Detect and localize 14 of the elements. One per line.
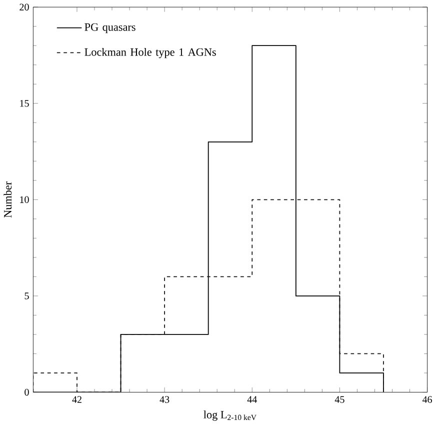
y-tick-label: 10	[20, 196, 29, 203]
y-tick-label: 0	[24, 388, 29, 396]
legend-label: PG quasars	[84, 23, 136, 33]
y-tick-label: 15	[20, 100, 29, 107]
x-tick-label: 43	[160, 396, 170, 403]
legend-label: Lockman Hole type 1 AGNs	[84, 48, 216, 58]
y-tick-label: 20	[20, 4, 29, 10]
x-tick-label: 42	[72, 396, 82, 403]
x-tick-label: 44	[247, 396, 257, 403]
x-tick-label: 45	[334, 396, 344, 403]
x-tick-label: 46	[422, 396, 432, 403]
x-axis-title: log L$_{2-10 keV}$	[204, 410, 256, 421]
y-tick-label: 5	[24, 292, 29, 300]
y-axis-title: Number	[4, 181, 12, 218]
